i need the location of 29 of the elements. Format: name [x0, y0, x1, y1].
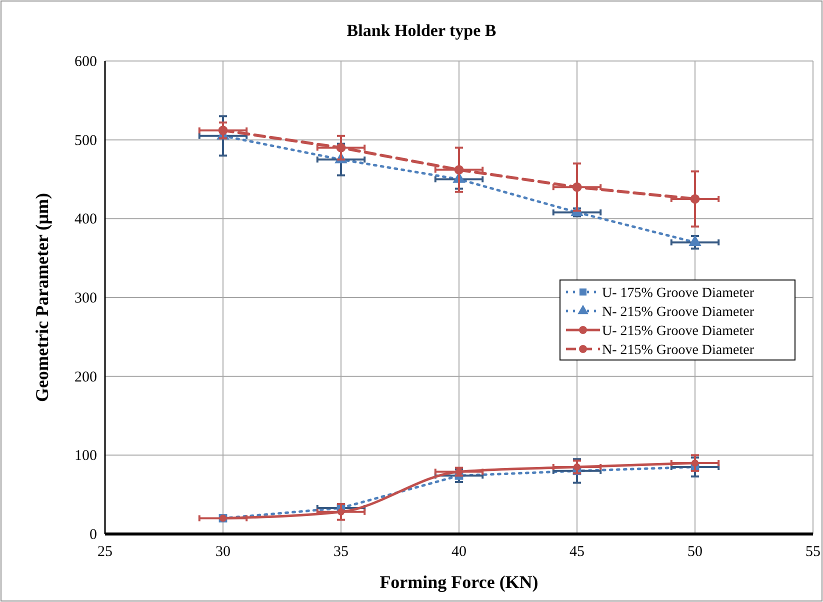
point	[572, 182, 582, 192]
y-tick-label: 300	[74, 290, 97, 306]
x-tick-label: 45	[570, 544, 584, 560]
legend-label: U- 215% Groove Diameter	[602, 324, 754, 339]
point	[337, 508, 345, 516]
point	[688, 234, 702, 246]
y-axis-title: Geometric Parameter (µm)	[32, 193, 52, 402]
x-tick-label: 30	[216, 544, 230, 560]
y-tick-label: 600	[74, 54, 97, 70]
chart-title: Blank Holder type B	[346, 21, 496, 40]
y-tick-label: 500	[74, 132, 97, 149]
legend-label: N- 215% Groove Diameter	[602, 343, 754, 358]
x-axis-title: Forming Force (KN)	[380, 572, 538, 592]
x-tick-label: 35	[334, 544, 348, 560]
point	[218, 126, 228, 136]
point	[454, 165, 464, 174]
x-tick-label: 50	[688, 544, 702, 560]
y-tick-label: 200	[74, 369, 97, 386]
y-tick-label: 0	[90, 527, 97, 543]
point	[573, 463, 581, 471]
legend-label: N- 215% Groove Diameter	[602, 305, 754, 320]
point	[690, 194, 700, 204]
y-tick-label: 400	[74, 212, 97, 228]
legend-label: U- 175% Groove Diameter	[602, 286, 754, 301]
x-tick-label: 40	[452, 544, 466, 560]
point	[691, 459, 699, 467]
x-tick-label: 55	[806, 544, 820, 560]
y-tick-label: 100	[74, 448, 97, 464]
x-tick-label: 25	[98, 544, 112, 560]
